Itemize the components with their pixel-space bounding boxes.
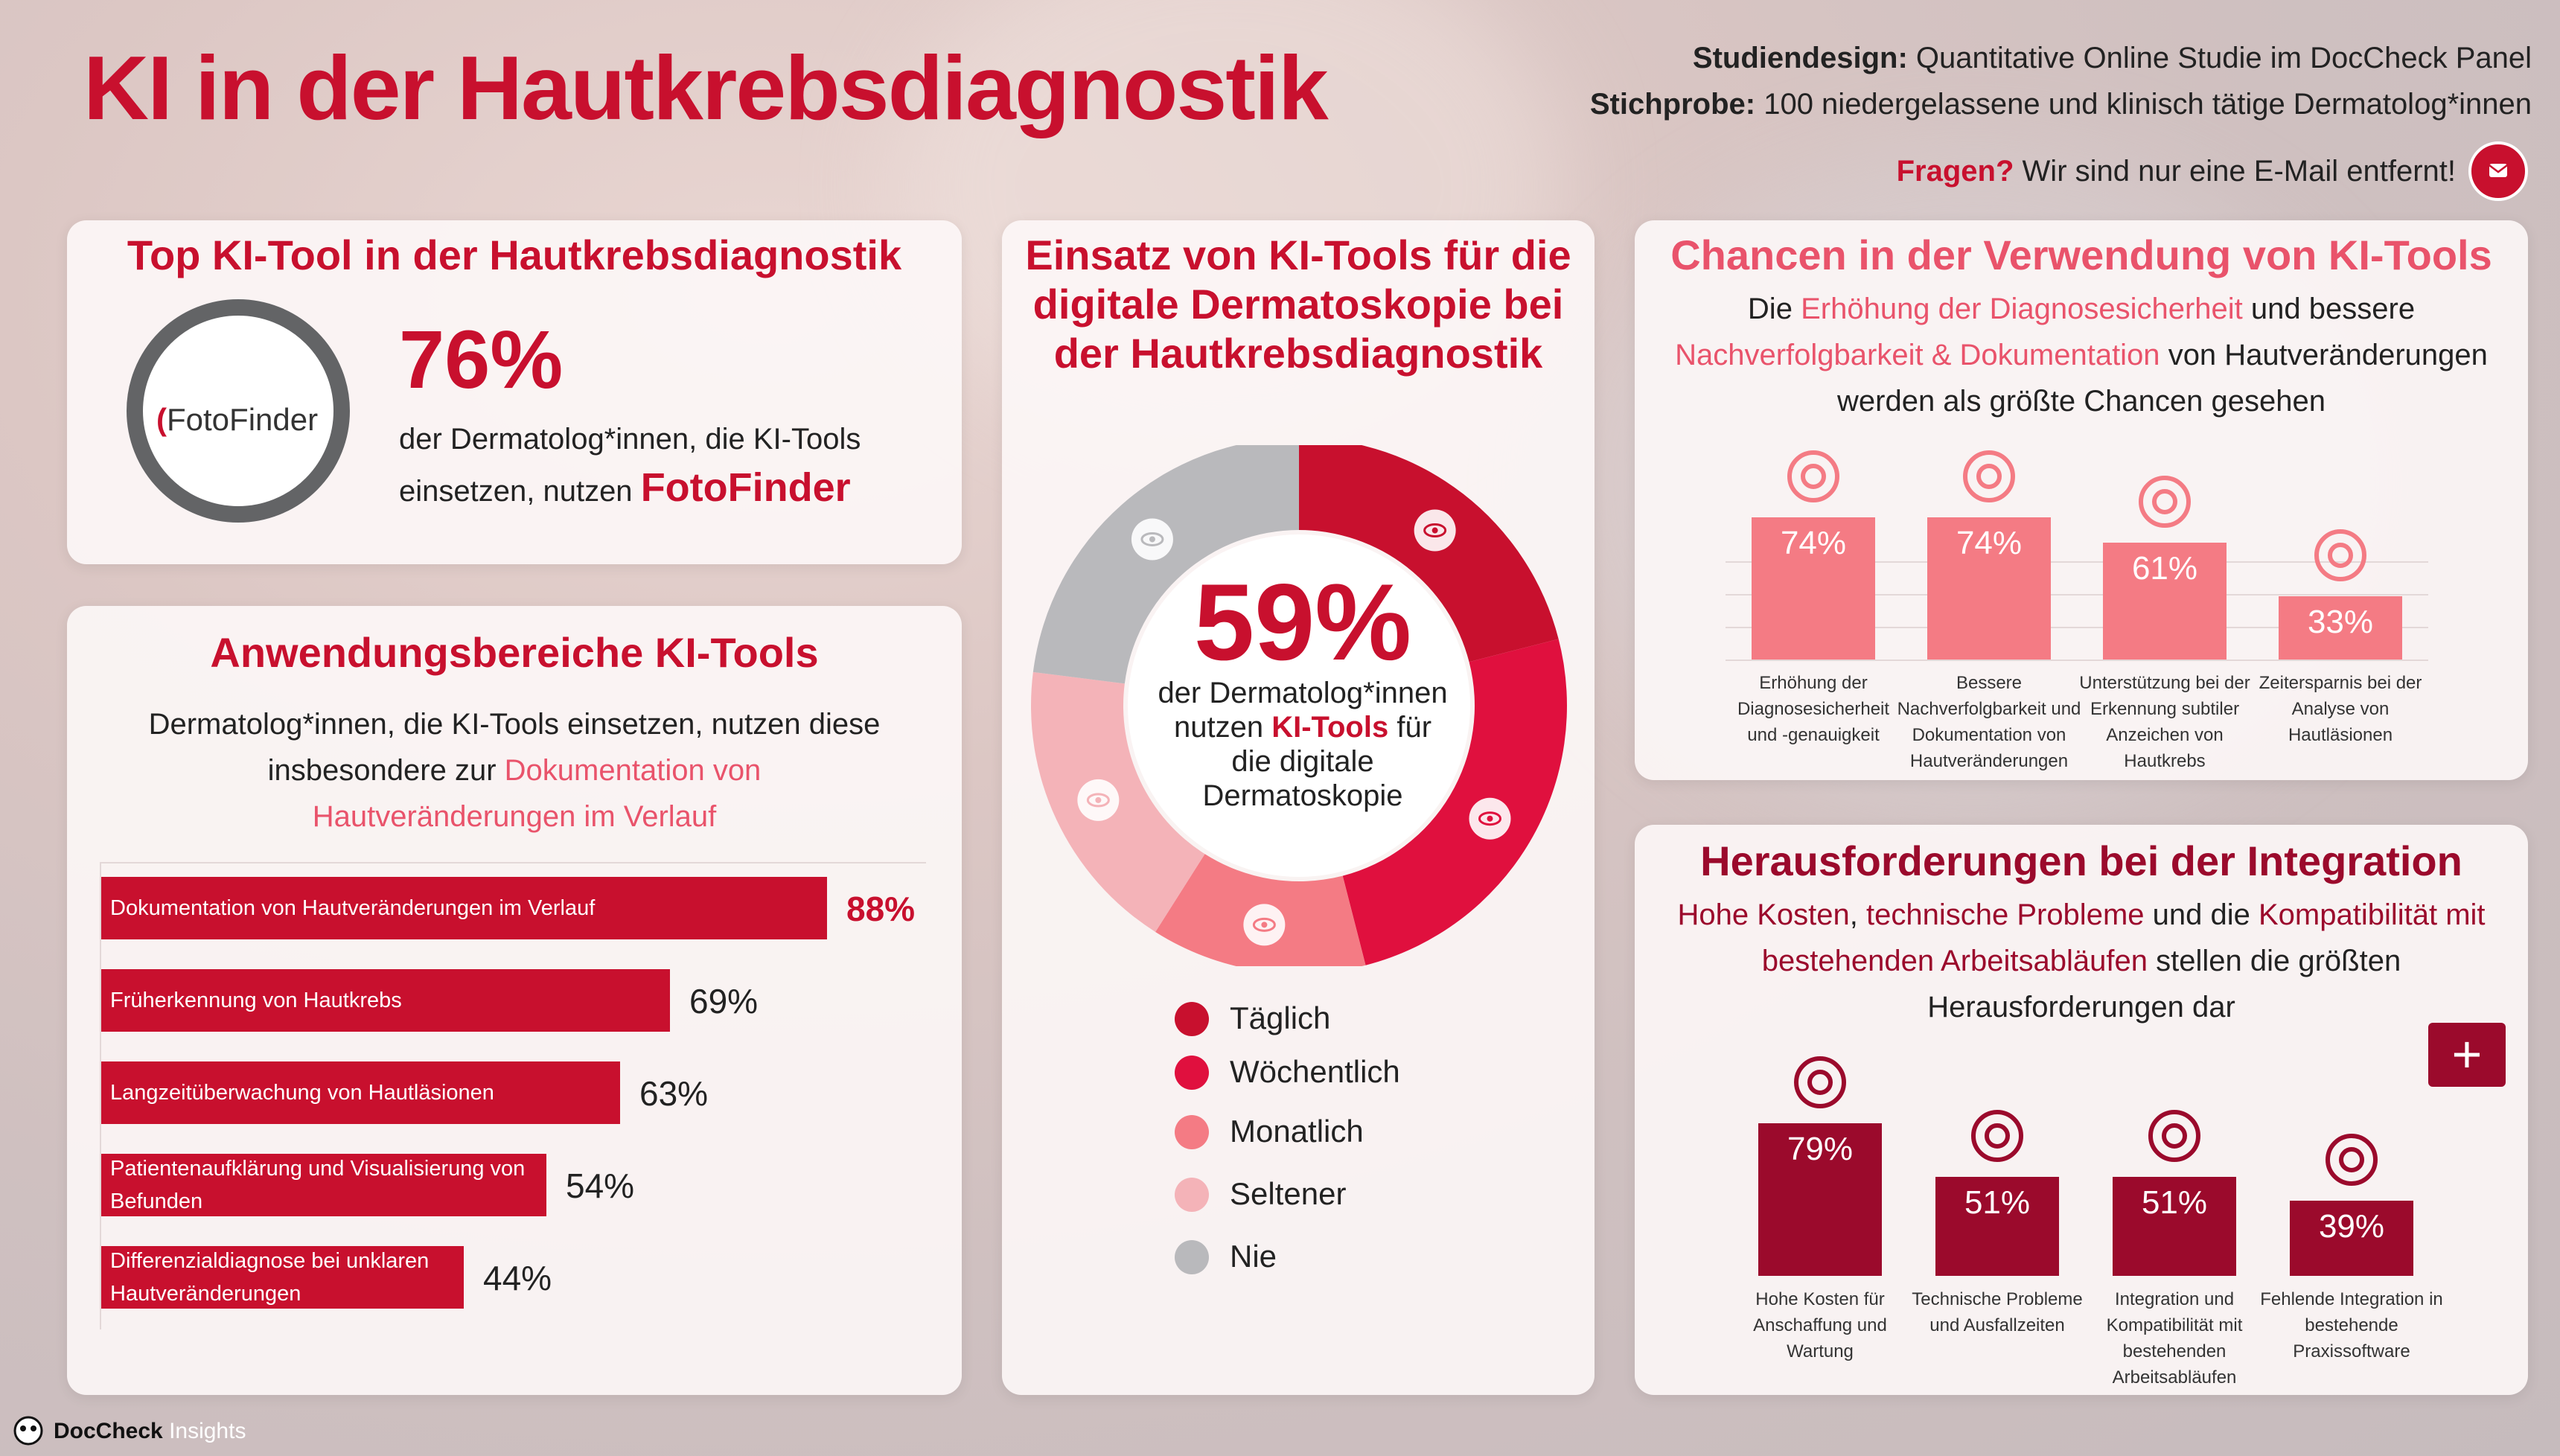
- gridline: [1726, 594, 2428, 596]
- axis-line: [100, 862, 101, 1329]
- legend-label: Monatlich: [1230, 1114, 1364, 1149]
- top-tool-brand: FotoFinder: [640, 465, 851, 510]
- heraus-title: Herausforderungen bei der Integration: [1700, 837, 2462, 884]
- magnifier-icon: [2131, 468, 2198, 535]
- fragen-text: Wir sind nur eine E-Mail entfernt!: [2022, 155, 2456, 188]
- clock-icon: [2307, 522, 2374, 589]
- donut-slice: [1032, 445, 1299, 684]
- gridline: [1726, 660, 2428, 661]
- stichprobe-label: Stichprobe:: [1589, 88, 1756, 121]
- bar: 51%: [1935, 1177, 2059, 1276]
- studiendesign-line: Studiendesign: Quantitative Online Studi…: [1693, 42, 2532, 75]
- fotofinder-logo: (FotoFinder: [156, 402, 319, 437]
- anwendung-bar: Dokumentation von Hautveränderungen im V…: [100, 877, 827, 939]
- einsatz-title: Einsatz von KI-Tools für die digitale De…: [1025, 232, 1571, 377]
- anwendung-bar-value: 44%: [483, 1259, 552, 1297]
- mail-icon[interactable]: [2468, 141, 2528, 201]
- monitor-gear-icon: [2318, 1126, 2385, 1193]
- eye-icon: [1131, 518, 1173, 561]
- top-tool-text-2: einsetzen, nutzen FotoFinder: [399, 465, 851, 510]
- anwendung-title: Anwendungsbereiche KI-Tools: [210, 629, 819, 676]
- legend-label: Nie: [1230, 1239, 1277, 1274]
- bar: 74%: [1752, 517, 1875, 660]
- legend-label: Wöchentlich: [1230, 1054, 1400, 1089]
- document-icon: [1956, 443, 2023, 510]
- top-tool-title: Top KI-Tool in der Hautkrebsdiagnostik: [127, 232, 902, 278]
- heraus-intro: Hohe Kosten, technische Probleme und die…: [1677, 898, 2486, 1024]
- legend-swatch: [1175, 1056, 1209, 1090]
- eye-icon: [1414, 509, 1456, 552]
- donut-center-percent: 59%: [1193, 561, 1412, 683]
- anwendung-bar: Früherkennung von Hautkrebs: [100, 969, 670, 1032]
- studiendesign-value: Quantitative Online Studie im DocCheck P…: [1915, 42, 2532, 74]
- anwendung-bar-value: 88%: [846, 890, 916, 928]
- bar: 79%: [1758, 1123, 1882, 1276]
- eye-icon: [1077, 779, 1120, 821]
- legend-label: Täglich: [1230, 1000, 1331, 1035]
- anwendung-intro: Dermatolog*innen, die KI-Tools einsetzen…: [148, 708, 881, 833]
- donut-center: [1128, 534, 1470, 877]
- bar-category-label: Bessere Nachverfolgbarkeit und Dokumenta…: [1897, 673, 2081, 771]
- contact-line: Fragen? Wir sind nur eine E-Mail entfern…: [1897, 155, 2456, 188]
- chancen-panel: Chancen in der Verwendung von KI-Tools D…: [1635, 220, 2528, 780]
- stichprobe-line: Stichprobe: 100 niedergelassene und klin…: [1590, 88, 2532, 121]
- coins-icon: [1787, 1049, 1854, 1116]
- eye-icon: [1243, 904, 1286, 946]
- anwendung-bar: Patientenaufklärung und Visualisierung v…: [100, 1154, 546, 1216]
- bar-category-label: Unterstützung bei der Erkennung subtiler…: [2079, 673, 2250, 771]
- donut-slice: [1299, 445, 1559, 662]
- bar-category-label: Erhöhung der Diagnosesicherheit und -gen…: [1737, 673, 1890, 745]
- docchecklogo-icon: [10, 1414, 46, 1447]
- bar: 74%: [1927, 517, 2051, 660]
- legend-swatch: [1175, 1240, 1209, 1274]
- anwendung-bar: Differenzialdiagnose bei unklaren Hautve…: [100, 1246, 464, 1309]
- gridline: [1726, 627, 2428, 628]
- bar-category-label: Integration und Kompatibilität mit beste…: [2106, 1289, 2243, 1388]
- add-icon[interactable]: +: [2428, 1023, 2506, 1087]
- anwendung-bar-value: 63%: [639, 1074, 709, 1113]
- gridline: [1726, 561, 2428, 563]
- bar: 33%: [2279, 596, 2402, 660]
- fotofinder-logo-text: FotoFinder: [167, 402, 319, 437]
- top-tool-text-1: der Dermatolog*innen, die KI-Tools: [399, 423, 861, 456]
- eye-icon: [1469, 797, 1511, 840]
- bar: 61%: [2103, 543, 2227, 660]
- top-tool-percent: 76%: [399, 314, 564, 406]
- bar: 51%: [2113, 1177, 2236, 1276]
- anwendung-bar-value: 69%: [689, 982, 759, 1021]
- legend-swatch: [1175, 1115, 1209, 1149]
- stichprobe-value: 100 niedergelassene und klinisch tätige …: [1763, 88, 2532, 121]
- bar-category-label: Zeitersparnis bei der Analyse von Hautlä…: [2259, 673, 2422, 745]
- legend-label: Seltener: [1230, 1176, 1347, 1211]
- gridline: [100, 862, 926, 863]
- studiendesign-label: Studiendesign:: [1692, 42, 1908, 74]
- bar-category-label: Fehlende Integration in bestehende Praxi…: [2260, 1289, 2443, 1361]
- footer-brand: DocCheck Insights: [54, 1419, 246, 1443]
- legend-swatch: [1175, 1002, 1209, 1036]
- target-icon: [1780, 443, 1847, 510]
- einsatz-donut-chart: [1031, 445, 1567, 966]
- anwendung-bar: Langzeitüberwachung von Hautläsionen: [100, 1061, 620, 1124]
- bar-category-label: Hohe Kosten für Anschaffung und Wartung: [1753, 1289, 1887, 1361]
- page-title: KI in der Hautkrebsdiagnostik: [83, 37, 1329, 138]
- gear-icon: [2141, 1102, 2208, 1169]
- chancen-title: Chancen in der Verwendung von KI-Tools: [1670, 232, 2492, 278]
- legend-swatch: [1175, 1178, 1209, 1212]
- chancen-intro: Die Erhöhung der Diagnosesicherheit und …: [1675, 293, 2488, 418]
- clock-error-icon: [1964, 1102, 2031, 1169]
- bar: 39%: [2290, 1201, 2413, 1276]
- fragen-label: Fragen?: [1896, 155, 2014, 188]
- anwendung-bar-value: 54%: [566, 1166, 635, 1205]
- heraus-panel: Herausforderungen bei der Integration Ho…: [1635, 825, 2528, 1395]
- donut-slice: [1342, 639, 1567, 965]
- donut-center-text: der Dermatolog*innen nutzen KI-Tools für…: [1158, 677, 1448, 812]
- bar-category-label: Technische Probleme und Ausfallzeiten: [1912, 1289, 2083, 1335]
